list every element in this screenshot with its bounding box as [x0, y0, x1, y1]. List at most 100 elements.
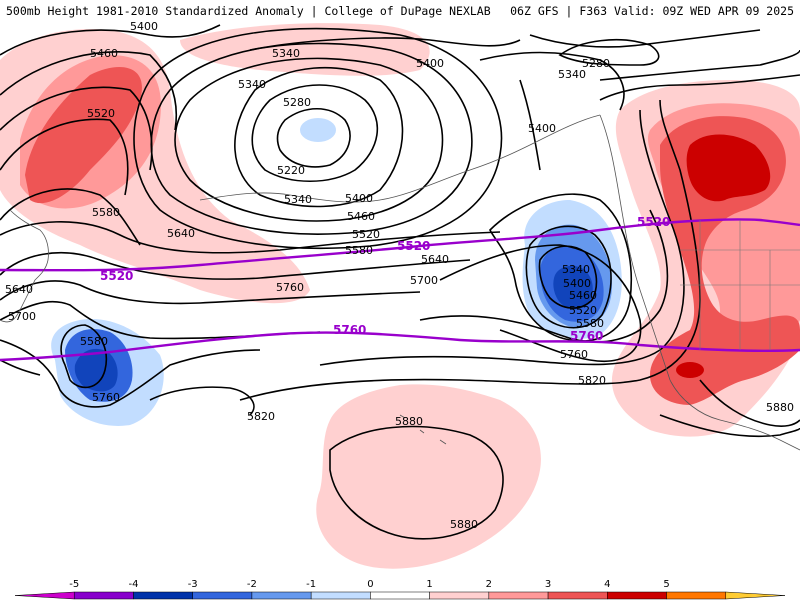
contour-line — [276, 108, 351, 168]
contour-label: 5400 — [528, 122, 556, 135]
contour-label: 5400 — [563, 277, 591, 290]
contour-line — [599, 74, 800, 101]
contour-label: 5280 — [283, 96, 311, 109]
contour-label: 5520 — [352, 228, 380, 241]
colorbar-segment — [73, 591, 134, 600]
colorbar-tick-label: -4 — [128, 579, 138, 590]
alaska-coastline — [199, 114, 601, 203]
asia-coastline — [0, 209, 49, 323]
contour-label: 5580 — [576, 317, 604, 330]
colorbar-segments — [14, 591, 786, 600]
colorbar-segment — [547, 591, 608, 600]
anomaly-fill-positive — [676, 362, 704, 378]
contour-line — [699, 379, 800, 427]
contour-line — [251, 84, 379, 183]
contour-line — [0, 280, 421, 305]
contour-label: 5400 — [130, 20, 158, 33]
contour-label: 5280 — [582, 57, 610, 70]
contour-label: 5700 — [410, 274, 438, 287]
contour-line — [529, 29, 761, 48]
contour-line — [0, 51, 178, 131]
colorbar-segment — [251, 591, 312, 600]
colorbar-tick-label: 2 — [486, 579, 492, 590]
colorbar-tick-label: 3 — [545, 579, 551, 590]
contour-label: 5640 — [167, 227, 195, 240]
colorbar-segment — [133, 591, 193, 600]
contour-label: 5760 — [92, 391, 120, 404]
contour-label: 5760 — [276, 281, 304, 294]
contour-line — [329, 425, 504, 540]
contour-line — [239, 99, 701, 401]
highlight-contour-label: 5520 — [637, 215, 670, 229]
highlight-contour-labels: 5520 5520 5520 5760 5760 — [100, 215, 670, 343]
contour-label: 5760 — [560, 348, 588, 361]
contour-line — [489, 193, 633, 342]
contour-label: 5880 — [450, 518, 478, 531]
colorbar-tick-label: -5 — [69, 579, 79, 590]
contour-label: 5460 — [90, 47, 118, 60]
colorbar-segment — [370, 591, 430, 600]
contour-line — [525, 225, 612, 329]
height-contours — [0, 24, 800, 540]
na-west-coastline — [599, 114, 800, 451]
contour-line — [133, 27, 503, 250]
contour-line — [0, 188, 141, 246]
contour-line — [419, 209, 669, 343]
colorbar-tick-label: 5 — [663, 579, 669, 590]
colorbar-segment — [607, 591, 667, 600]
contour-line — [599, 49, 800, 81]
contour-line — [234, 66, 404, 208]
contour-label: 5460 — [569, 289, 597, 302]
contour-label: 5340 — [558, 68, 586, 81]
highlight-contour-label: 5520 — [397, 239, 430, 253]
colorbar-segment — [310, 591, 371, 600]
anomaly-colorbar: -5 -4 -3 -2 -1 0 1 2 3 4 5 — [14, 579, 786, 600]
hawaii-islands — [399, 414, 447, 445]
contour-label: 5400 — [345, 192, 373, 205]
anomaly-fill-negative — [553, 265, 593, 310]
contour-label: 5340 — [272, 47, 300, 60]
coastlines — [0, 114, 800, 451]
map-title: 500mb Height 1981-2010 Standardized Anom… — [6, 4, 491, 18]
contour-label: 5820 — [578, 374, 606, 387]
highlight-contour-label: 5760 — [333, 323, 366, 337]
colorbar-segment — [488, 591, 549, 600]
weather-map: 5400 5460 5520 5580 5640 5640 5700 5580 … — [0, 20, 800, 575]
colorbar-tick-label: -3 — [188, 579, 198, 590]
contour-label: 5700 — [8, 310, 36, 323]
highlight-contour-label: 5760 — [570, 329, 603, 343]
contour-line — [174, 57, 444, 222]
colorbar-tick-label: 4 — [604, 579, 610, 590]
colorbar-segment — [666, 591, 727, 600]
contour-line — [0, 339, 261, 408]
contour-label: 5820 — [247, 410, 275, 423]
anomaly-fill-positive — [25, 67, 142, 204]
contour-label: 5220 — [277, 164, 305, 177]
contour-label: 5340 — [284, 193, 312, 206]
contour-label: 5580 — [80, 335, 108, 348]
contour-line — [319, 109, 685, 366]
contour-line — [150, 42, 473, 235]
contour-label: 5880 — [395, 415, 423, 428]
contour-labels: 5400 5460 5520 5580 5640 5640 5700 5580 … — [5, 20, 794, 531]
colorbar-tick-label: -2 — [247, 579, 257, 590]
contour-line — [558, 39, 660, 66]
colorbar-segment — [429, 591, 490, 600]
map-header: 500mb Height 1981-2010 Standardized Anom… — [0, 0, 800, 20]
contour-line — [0, 252, 471, 280]
highlight-contour-label: 5520 — [100, 269, 133, 283]
contour-label: 5340 — [562, 263, 590, 276]
anomaly-fill-negative — [300, 118, 336, 142]
contour-line — [479, 51, 625, 111]
colorbar-tick-label: -1 — [306, 579, 316, 590]
contour-line — [0, 118, 129, 196]
contour-label: 5460 — [347, 210, 375, 223]
contour-label: 5520 — [87, 107, 115, 120]
colorbar-tick-label: 0 — [367, 579, 373, 590]
contour-line — [439, 244, 642, 362]
colorbar-segment — [14, 591, 75, 600]
colorbar-segment — [725, 591, 786, 600]
contour-line — [519, 79, 541, 171]
contour-line — [149, 386, 255, 416]
model-run-info: 06Z GFS | F363 Valid: 09Z WED APR 09 202… — [510, 4, 794, 18]
